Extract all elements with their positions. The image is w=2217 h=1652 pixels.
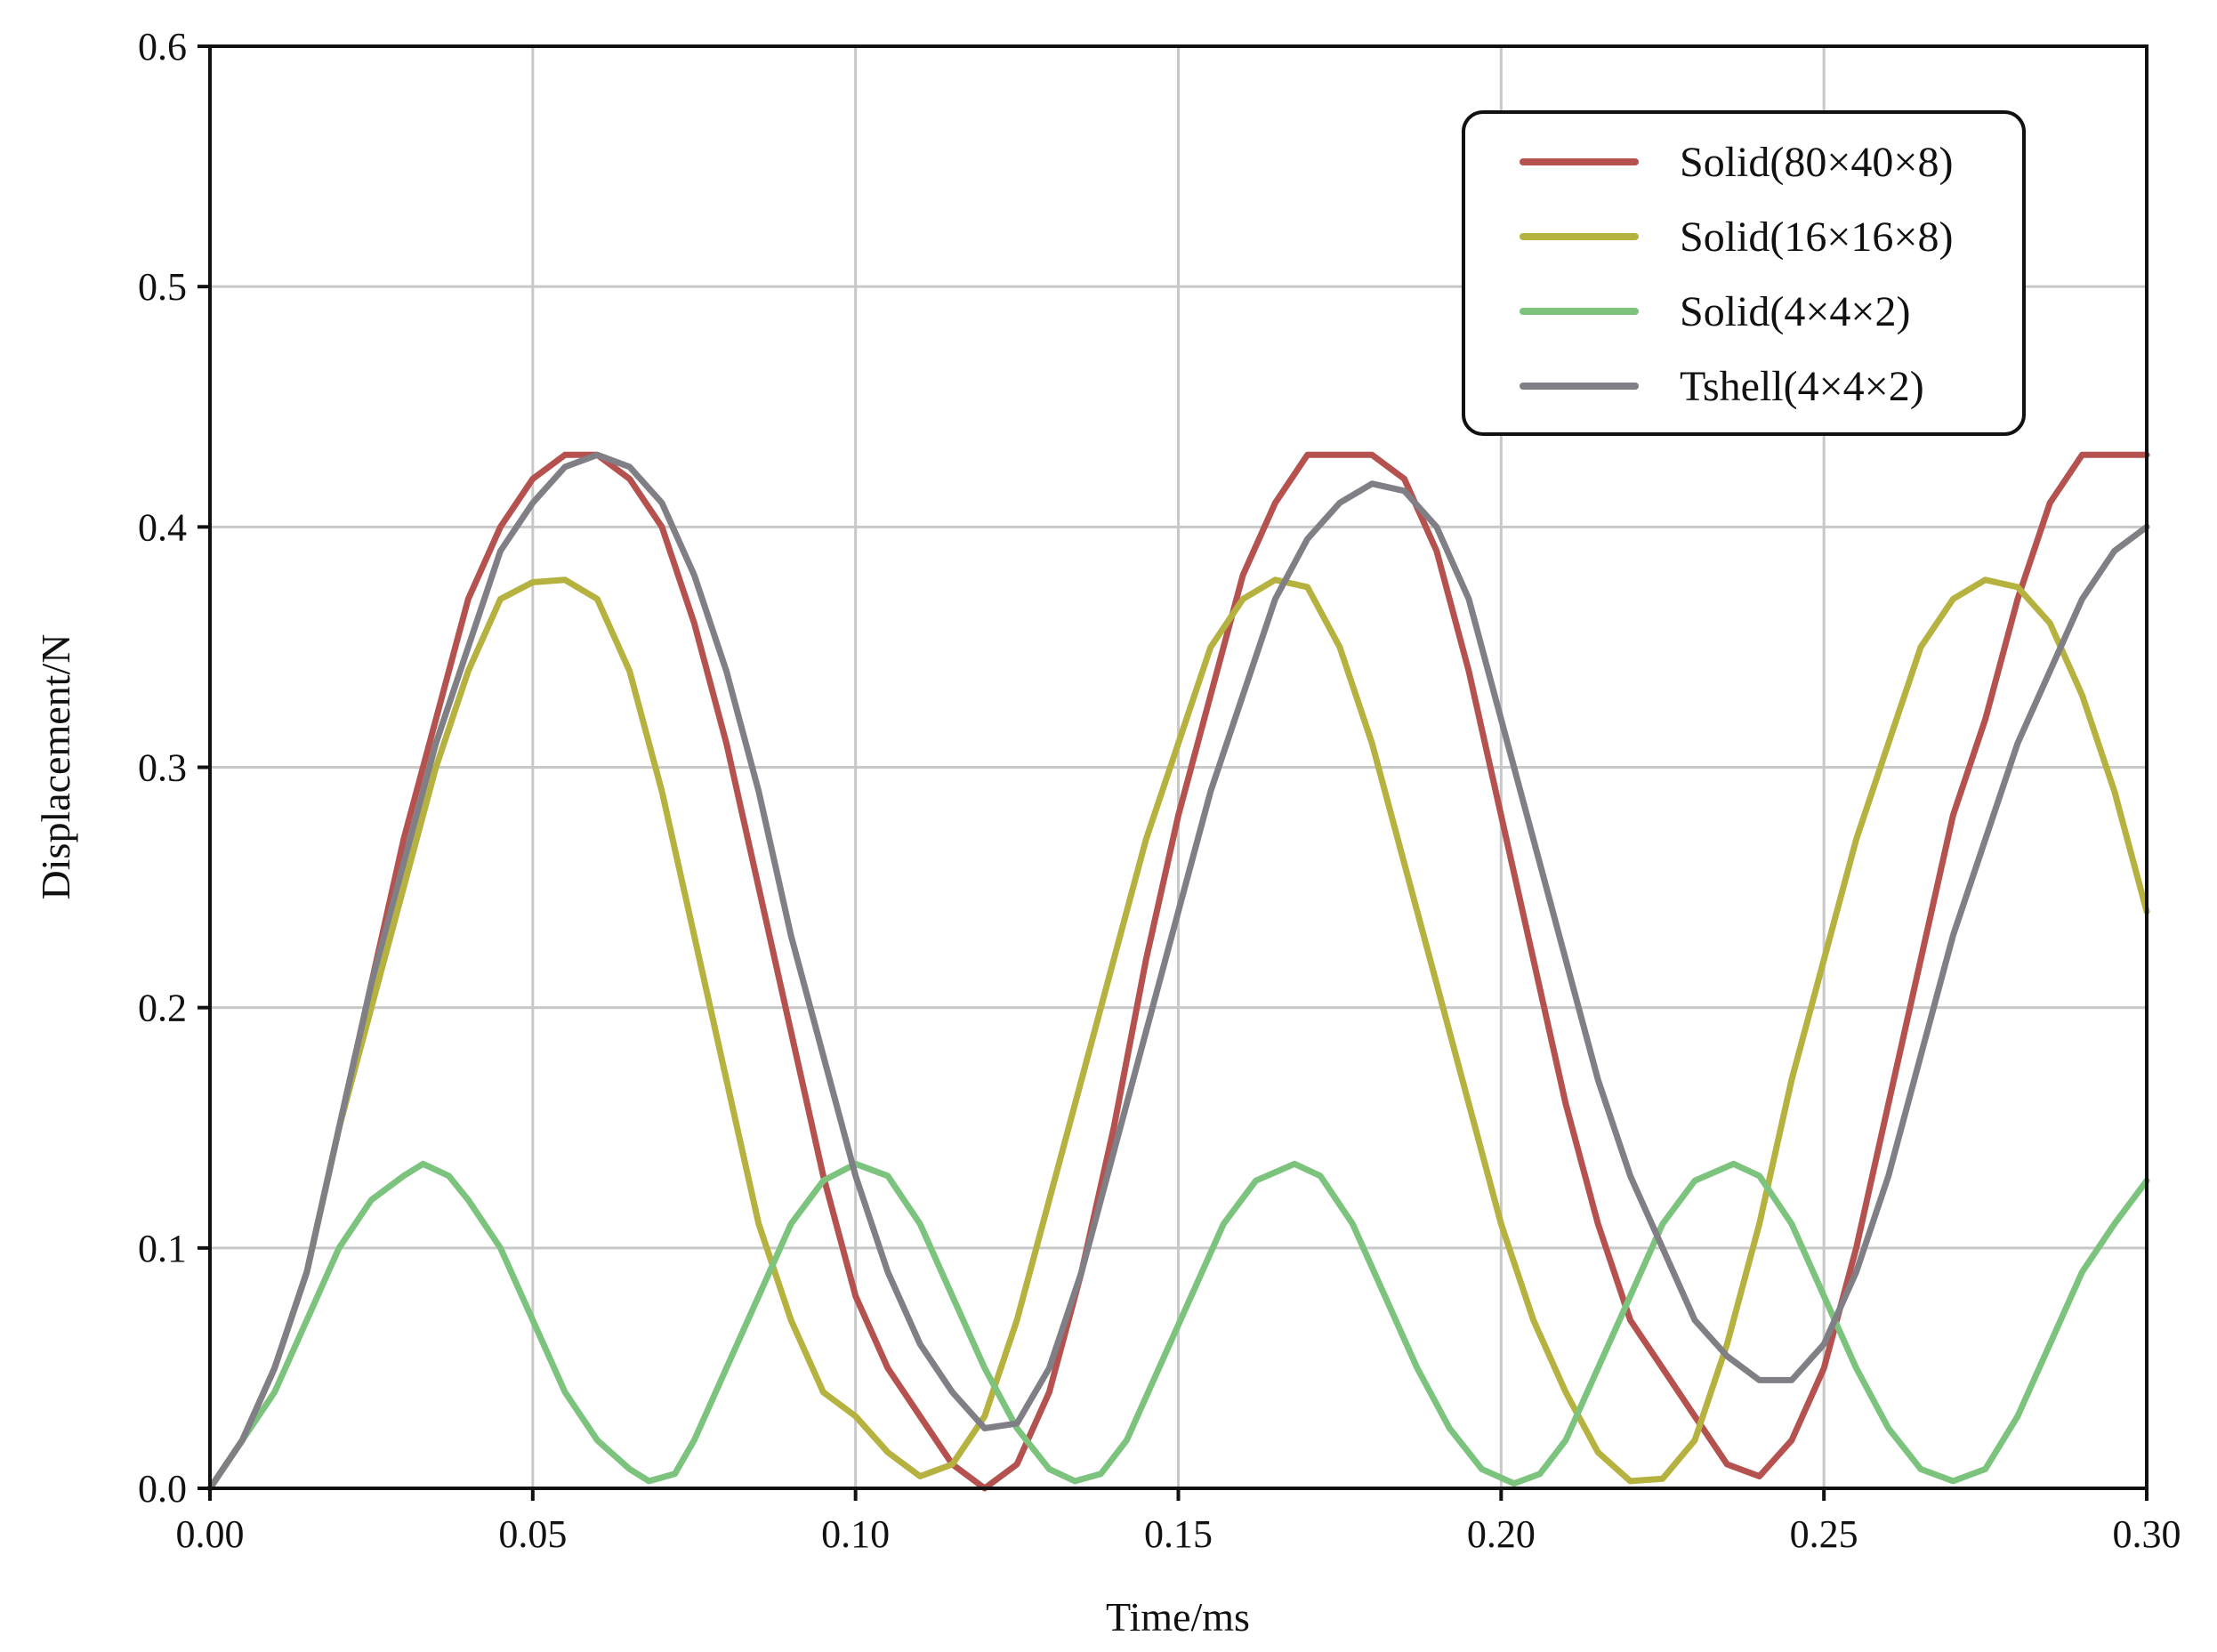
- series-line: [206, 451, 2150, 1492]
- y-tick-label: 0.3: [138, 746, 187, 790]
- series-line: [206, 451, 2150, 1492]
- y-tick-label: 0.5: [138, 265, 187, 309]
- x-axis-label: Time/ms: [1106, 1594, 1250, 1640]
- x-axis-ticks: 0.00 0.05 0.10 0.15 0.20 0.25 0.30: [176, 1488, 2181, 1556]
- legend-box: [1462, 110, 2026, 436]
- legend-label: Solid(80×40×8): [1680, 139, 1953, 186]
- y-tick-label: 0.0: [138, 1467, 187, 1511]
- y-tick-label: 0.6: [138, 25, 187, 68]
- x-tick-label: 0.10: [821, 1512, 890, 1556]
- legend: Solid(80×40×8) Solid(16×16×8) Solid(4×4×2)…: [1462, 110, 2026, 436]
- y-tick-label: 0.2: [138, 987, 187, 1030]
- y-axis-ticks: 0.0 0.1 0.2 0.3 0.4 0.5 0.6: [138, 25, 210, 1511]
- legend-label: Solid(4×4×2): [1680, 288, 1910, 335]
- y-tick-label: 0.1: [138, 1227, 187, 1270]
- x-tick-label: 0.20: [1467, 1512, 1536, 1556]
- x-tick-label: 0.30: [2113, 1512, 2181, 1556]
- legend-label: Solid(16×16×8): [1680, 214, 1953, 261]
- series-lines: [206, 451, 2150, 1492]
- y-axis-label: Displacement/N: [33, 634, 78, 900]
- x-tick-label: 0.00: [176, 1512, 245, 1556]
- series-line: [206, 1160, 2150, 1492]
- x-tick-label: 0.05: [498, 1512, 567, 1556]
- series-line: [206, 576, 2150, 1492]
- x-tick-label: 0.25: [1790, 1512, 1858, 1556]
- legend-label: Tshell(4×4×2): [1680, 363, 1924, 410]
- y-tick-label: 0.4: [138, 505, 187, 549]
- x-tick-label: 0.15: [1144, 1512, 1213, 1556]
